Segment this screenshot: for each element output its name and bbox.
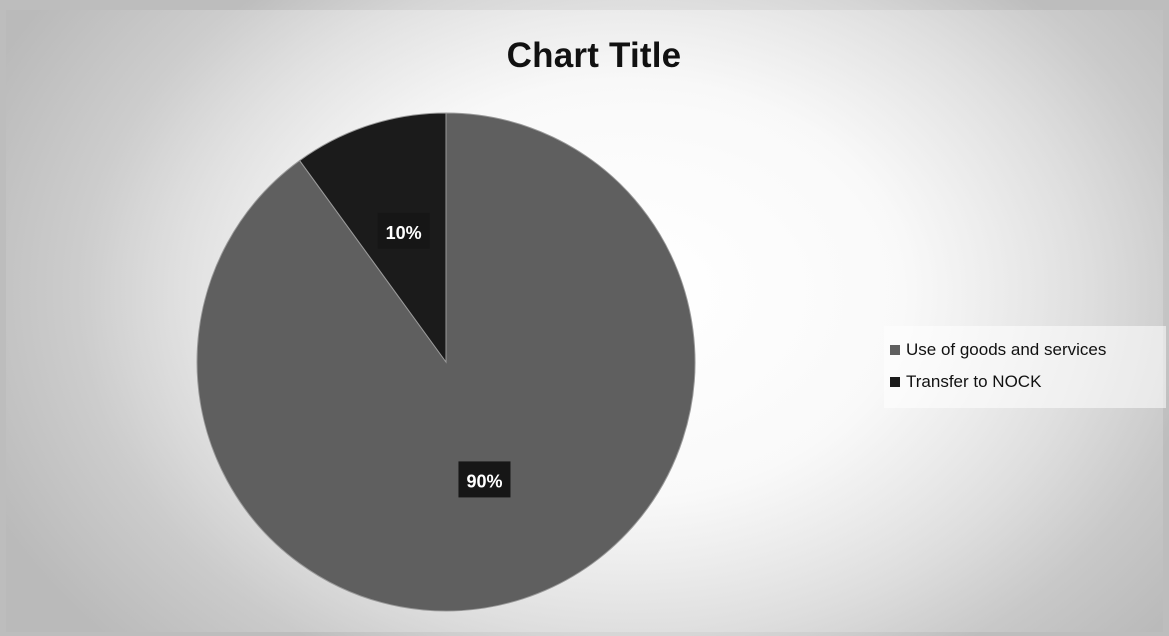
data-label-text-use-of-goods: 90% [466,471,502,491]
data-label-transfer-to-nock: 10% [377,212,430,249]
pie-slice-transfer-to-nock [298,112,447,364]
legend-item-transfer-to-nock: Transfer to NOCK [890,366,1166,398]
chart-title: Chart Title [506,36,682,75]
legend-swatch-transfer-to-nock [890,377,900,387]
legend-label-use-of-goods: Use of goods and services [906,340,1107,359]
legend-swatch-use-of-goods [890,345,900,355]
pie-data-labels: 90% 10% [377,212,511,498]
data-label-text-transfer-to-nock: 10% [386,223,422,243]
legend: Use of goods and services Transfer to NO… [884,326,1166,408]
data-label-use-of-goods: 90% [458,461,511,498]
legend-item-use-of-goods: Use of goods and services [890,334,1166,366]
legend-label-transfer-to-nock: Transfer to NOCK [906,372,1042,391]
pie-slices [196,112,696,612]
